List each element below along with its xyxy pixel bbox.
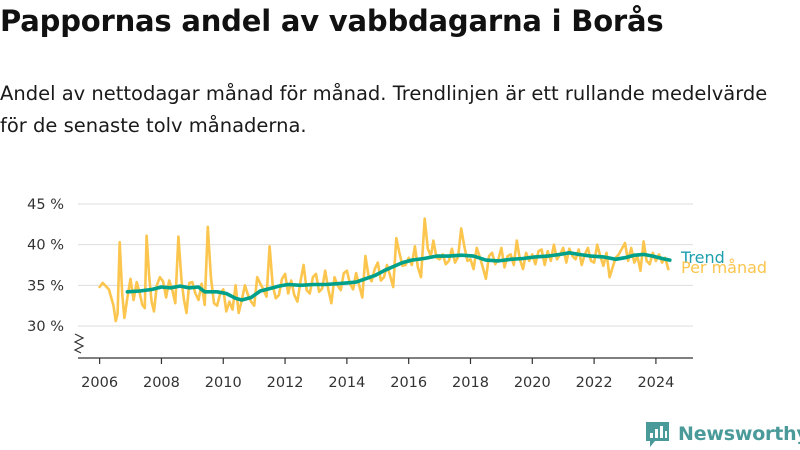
x-tick-label: 2008 [143,375,180,391]
brand-name: Newsworthy [678,423,800,445]
x-tick-label: 2020 [514,375,551,391]
y-tick-label: 45 % [27,197,64,213]
y-tick-label: 40 % [27,238,64,254]
x-tick-label: 2016 [390,375,427,391]
x-tick-label: 2022 [576,375,613,391]
chart-subtitle: Andel av nettodagar månad för månad. Tre… [0,82,768,137]
chart-series [98,217,672,323]
x-tick-label: 2024 [637,375,674,391]
x-tick-label: 2010 [205,375,242,391]
series-line-trend [125,251,672,302]
axis-break-zigzag [73,333,85,354]
y-tick-label: 35 % [27,278,64,294]
series-line-per-m-nad [98,217,670,323]
x-axis: 2006 2008 2010 2012 2014 2016 2018 2020 2022 2024 [78,357,693,391]
series-label-trend: Trend [680,248,725,267]
chart-title: Pappornas andel av vabbdagarna i Borås [0,4,664,38]
y-axis-tick-labels: 30 % 35 % 40 % 45 % [27,197,64,335]
brand-logo: Newsworthy [644,419,800,449]
chart-gridlines [78,203,693,327]
axis-break-icon [73,333,85,354]
series-label-per-manad: Per månad [681,258,767,277]
x-tick-label: 2006 [81,375,118,391]
x-tick-label: 2014 [328,375,365,391]
y-tick-label: 30 % [27,319,64,335]
x-tick-label: 2012 [267,375,304,391]
newsworthy-logo-icon [646,421,669,447]
x-tick-label: 2018 [452,375,489,391]
